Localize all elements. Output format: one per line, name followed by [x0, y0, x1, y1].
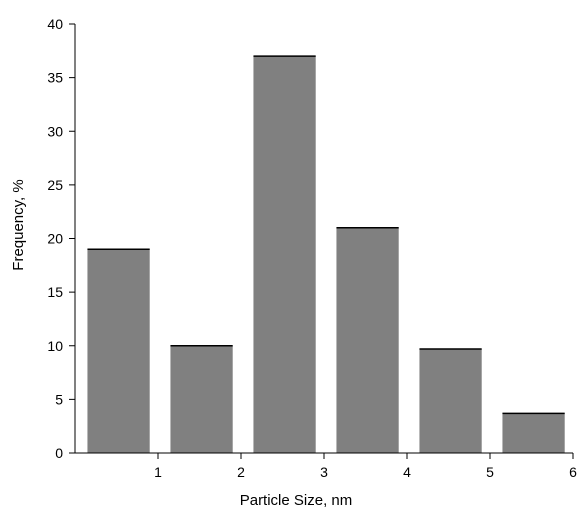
y-tick-label: 5 — [55, 391, 63, 407]
x-tick-label: 1 — [154, 464, 162, 480]
y-tick-label: 10 — [47, 338, 63, 354]
y-tick-label: 40 — [47, 16, 63, 32]
bar-1 — [87, 249, 150, 453]
y-tick-label: 0 — [55, 445, 63, 461]
y-tick-label: 20 — [47, 231, 63, 247]
x-tick-label: 2 — [237, 464, 245, 480]
x-tick-label: 6 — [569, 464, 577, 480]
y-tick-label: 15 — [47, 284, 63, 300]
bar-4 — [336, 227, 399, 453]
y-tick-label: 30 — [47, 123, 63, 139]
bar-3 — [253, 56, 316, 454]
x-tick-label: 4 — [403, 464, 411, 480]
y-axis-label: Frequency, % — [10, 179, 27, 270]
bar-2 — [170, 345, 233, 453]
bar-6 — [502, 413, 565, 453]
x-tick-label: 3 — [320, 464, 328, 480]
bars-layer — [87, 55, 565, 454]
y-tick-label: 35 — [47, 70, 63, 86]
x-axis-label: Particle Size, nm — [240, 492, 353, 509]
bar-5 — [419, 348, 482, 453]
x-ticks: 1 2 3 4 5 6 — [154, 453, 577, 480]
y-ticks: 0 5 10 15 20 25 30 35 40 — [47, 16, 75, 461]
x-tick-label: 5 — [486, 464, 494, 480]
y-tick-label: 25 — [47, 177, 63, 193]
